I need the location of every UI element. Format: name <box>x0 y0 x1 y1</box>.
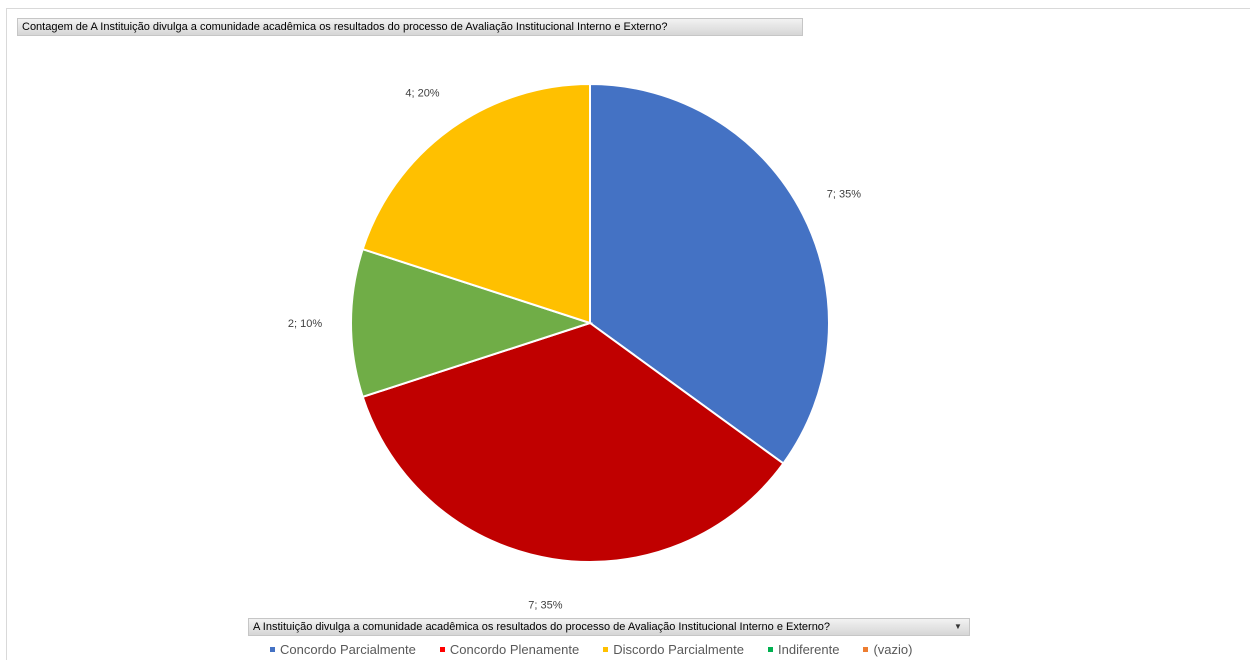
legend-label: Discordo Parcialmente <box>613 642 744 657</box>
legend-label: Concordo Parcialmente <box>280 642 416 657</box>
legend-swatch-icon <box>768 647 773 652</box>
dropdown-arrow-icon[interactable]: ▼ <box>951 619 965 635</box>
category-field-label: A Instituição divulga a comunidade acadê… <box>253 621 830 633</box>
legend-label: (vazio) <box>873 642 912 657</box>
legend-swatch-icon <box>603 647 608 652</box>
legend-label: Indiferente <box>778 642 839 657</box>
data-label: 2; 10% <box>288 318 322 330</box>
legend-label: Concordo Plenamente <box>450 642 579 657</box>
data-label: 4; 20% <box>405 87 439 99</box>
legend-swatch-icon <box>863 647 868 652</box>
category-field-button[interactable]: A Instituição divulga a comunidade acadê… <box>248 618 970 636</box>
legend-item[interactable]: Concordo Plenamente <box>440 642 579 657</box>
chart-legend: Concordo Parcialmente Concordo Plenamente… <box>270 640 936 658</box>
legend-swatch-icon <box>440 647 445 652</box>
data-label: 7; 35% <box>528 599 562 611</box>
legend-item[interactable]: Concordo Parcialmente <box>270 642 416 657</box>
data-label: 7; 35% <box>827 189 861 201</box>
legend-item[interactable]: Discordo Parcialmente <box>603 642 744 657</box>
legend-swatch-icon <box>270 647 275 652</box>
pie-slices <box>351 84 829 562</box>
legend-item[interactable]: (vazio) <box>863 642 912 657</box>
legend-item[interactable]: Indiferente <box>768 642 839 657</box>
